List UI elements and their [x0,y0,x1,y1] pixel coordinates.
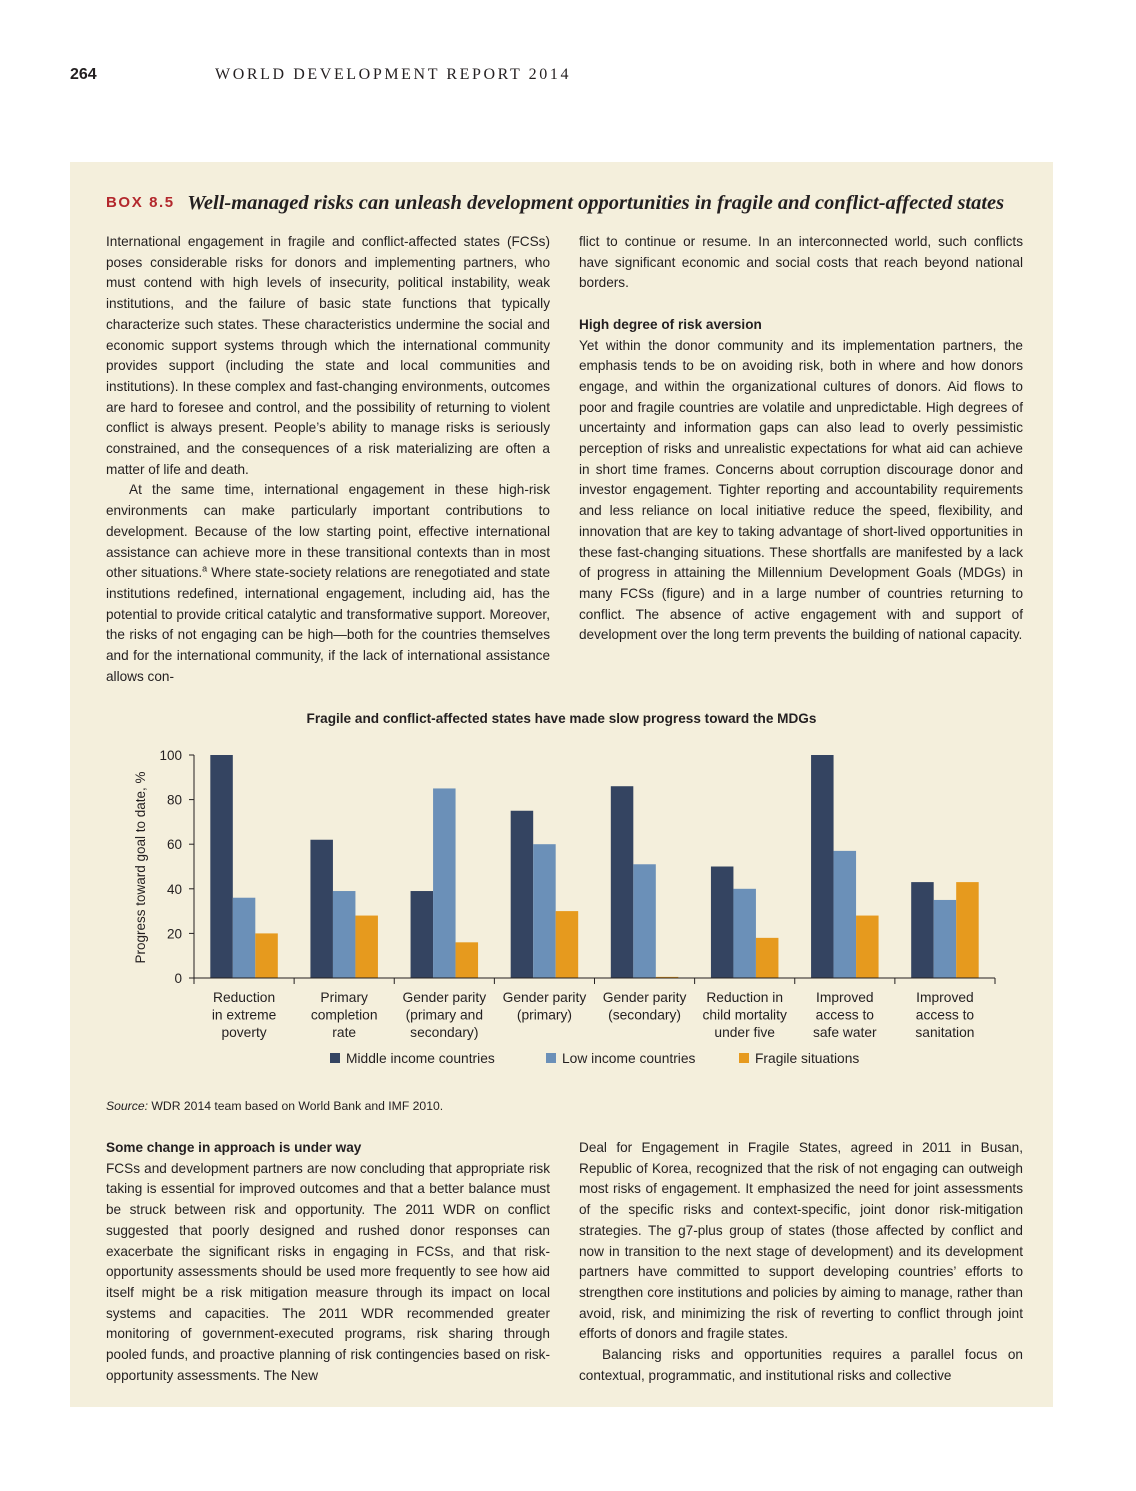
x-tick-label: under five [714,1025,775,1040]
box-heading: Well-managed risks can unleash developme… [187,192,1005,214]
bar [533,844,556,978]
box-label: BOX 8.5 [106,194,175,211]
bar [633,864,656,978]
paragraph-text: At the same time, international engageme… [106,482,550,581]
legend-label: Middle income countries [346,1051,495,1066]
bar [833,850,857,978]
x-tick-label: (primary and [406,1008,483,1023]
bar [733,888,756,978]
bar [210,755,233,978]
paragraph: Yet within the donor community and its i… [579,337,1023,643]
legend-label: Low income countries [562,1051,696,1066]
x-tick-label: in extreme [212,1008,277,1023]
x-tick-label: completion [311,1008,378,1023]
page-number: 264 [70,66,97,83]
box-panel: BOX 8.5 Well-managed risks can unleash d… [70,162,1053,1407]
paragraph: FCSs and development partners are now co… [106,1160,550,1383]
column-right-top: flict to continue or resume. In an inter… [579,232,1023,646]
y-tick-label: 20 [167,926,182,941]
paragraph: Balancing risks and opportunities requir… [579,1347,1023,1383]
x-tick-label: Improved [916,990,974,1005]
bar [856,915,879,978]
x-tick-label: child mortality [703,1008,787,1023]
x-tick-label: (primary) [517,1008,572,1023]
paragraph: International engagement in fragile and … [106,234,550,477]
bar [255,933,278,978]
paragraph: flict to continue or resume. In an inter… [579,234,1023,291]
legend-label: Fragile situations [755,1051,859,1066]
figure-title: Fragile and conflict-affected states hav… [306,711,817,726]
section-heading: High degree of risk aversion [579,316,762,332]
bar [933,899,957,978]
x-tick-label: Improved [816,990,874,1005]
x-tick-label: access to [816,1008,875,1023]
x-tick-label: Gender parity [603,990,687,1005]
column-left-top: International engagement in fragile and … [106,232,550,687]
paragraph: At the same time, international engageme… [106,480,550,687]
x-tick-label: access to [916,1008,975,1023]
x-tick-label: (secondary) [608,1008,681,1023]
x-tick-label: rate [332,1025,356,1040]
legend-swatch [330,1053,340,1063]
x-tick-label: Gender parity [403,990,487,1005]
bar [433,788,456,978]
bar [911,882,934,978]
footnote-marker: a [202,563,208,574]
bar [655,976,679,978]
bar [755,937,779,978]
bar [510,810,534,978]
y-tick-label: 0 [174,971,182,986]
column-right-bottom: Deal for Engagement in Fragile States, a… [579,1138,1023,1386]
x-tick-label: safe water [813,1025,877,1040]
bar [310,839,333,978]
column-left-bottom: Some change in approach is under way FCS… [106,1138,550,1386]
legend-swatch [546,1053,556,1063]
y-axis-label: Progress toward goal to date, % [133,771,148,963]
bar [555,911,579,978]
source-label: Source: [106,1099,149,1113]
y-tick-label: 40 [167,882,182,897]
paragraph-text: Where state-society relations are renego… [106,565,550,684]
bar [410,891,434,978]
y-tick-label: 100 [159,748,182,763]
x-tick-label: Gender parity [503,990,587,1005]
section-heading: Some change in approach is under way [106,1140,362,1155]
x-tick-label: Primary [320,990,368,1005]
bar [710,866,734,978]
legend-swatch [739,1053,749,1063]
source-text: WDR 2014 team based on World Bank and IM… [148,1099,444,1113]
box-title: BOX 8.5 Well-managed risks can unleash d… [106,192,1036,215]
x-tick-label: secondary) [410,1025,478,1040]
x-tick-label: Reduction in [706,990,783,1005]
source-note: Source: WDR 2014 team based on World Ban… [106,1099,443,1113]
bar [455,942,479,978]
x-tick-label: Reduction [213,990,275,1005]
bar [610,786,634,978]
bar-chart: 0 20 40 60 80 100 Progress toward goal to date… [133,748,996,1066]
running-head: WORLD DEVELOPMENT REPORT 2014 [215,66,572,83]
y-tick-label: 80 [167,793,182,808]
bar [811,755,834,978]
paragraph: Deal for Engagement in Fragile States, a… [579,1140,1023,1342]
bar [232,897,256,978]
bar [355,915,378,978]
y-tick-label: 60 [167,837,182,852]
x-tick-label: sanitation [915,1025,974,1040]
bar [332,891,356,978]
x-tick-label: poverty [221,1025,266,1040]
bar [956,882,979,978]
